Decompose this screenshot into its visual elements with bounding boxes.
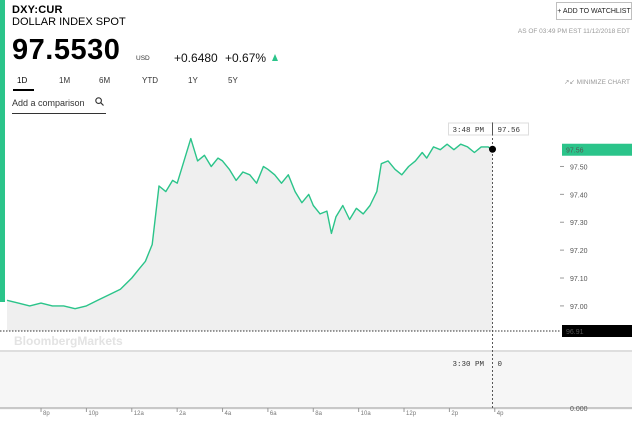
price-area-fill — [7, 138, 493, 331]
price-axis-label: 97.30 — [570, 220, 588, 227]
price-axis-label: 97.10 — [570, 276, 588, 283]
add-to-watchlist-button[interactable]: + ADD TO WATCHLIST — [556, 2, 632, 20]
time-axis-label: 10p — [88, 411, 99, 417]
price-line — [6, 137, 493, 310]
prior-close-label-bg — [562, 325, 632, 337]
time-axis-label: 12a — [134, 411, 145, 417]
time-axis-label: 4a — [225, 411, 232, 417]
volume-panel-background — [0, 352, 632, 410]
ticker-symbol: DXY:CUR — [12, 4, 63, 16]
bloomberg-watermark: BloombergMarkets — [14, 334, 123, 348]
tab-1d[interactable]: 1D — [17, 76, 28, 85]
prior-close-label: 96.91 — [566, 329, 584, 336]
last-price-label-bg — [562, 143, 632, 156]
search-icon[interactable] — [95, 97, 104, 106]
price-axis-label: 97.20 — [570, 248, 588, 255]
time-axis-label: 4p — [497, 411, 504, 417]
currency-label: USD — [136, 55, 150, 62]
crosshair-value: 97.56 — [498, 127, 521, 135]
price-change-percent: +0.67% — [225, 51, 267, 65]
crosshair-time: 3:48 PM — [453, 127, 485, 135]
time-axis-label: 8a — [315, 411, 322, 417]
time-axis-label: 2p — [451, 411, 458, 417]
tab-1m[interactable]: 1M — [59, 76, 71, 85]
time-axis-label: 12p — [406, 411, 417, 417]
active-tab-indicator — [13, 89, 34, 91]
price-chart[interactable]: 96.91 BloombergMarkets 97.50 97.40 97.30 97.2… — [0, 118, 640, 425]
tab-ytd[interactable]: YTD — [142, 76, 158, 85]
volume-cursor-value: 0 — [498, 361, 503, 369]
as-of-timestamp: AS OF 03:49 PM EST 11/12/2018 EDT — [517, 28, 630, 35]
price-axis-label: 97.00 — [570, 304, 588, 311]
up-arrow-icon — [272, 54, 278, 61]
last-price-label: 97.56 — [566, 148, 584, 155]
comparison-input[interactable] — [12, 95, 94, 111]
crosshair-dot — [489, 145, 497, 153]
tab-1y[interactable]: 1Y — [188, 76, 198, 85]
time-axis-label: 6a — [270, 411, 277, 417]
volume-axis-label: 0.000 — [570, 406, 588, 413]
accent-bar — [0, 0, 5, 302]
range-tabs: 1D 1M 6M YTD 1Y 5Y — [0, 76, 260, 90]
volume-cursor-time: 3:30 PM — [453, 361, 485, 369]
tab-5y[interactable]: 5Y — [228, 76, 238, 85]
price-axis-label: 97.50 — [570, 164, 588, 171]
time-axis-label: 2a — [179, 411, 186, 417]
time-axis-label: 8p — [43, 411, 50, 417]
tab-6m[interactable]: 6M — [99, 76, 111, 85]
price-change: +0.6480 — [174, 51, 218, 65]
time-axis-label: 10a — [361, 411, 372, 417]
minimize-icon: ↗↙ — [563, 79, 575, 86]
price-axis-label: 97.40 — [570, 192, 588, 199]
last-price: 97.5530 — [12, 34, 121, 66]
minimize-chart-button[interactable]: ↗↙ MINIMIZE CHART — [564, 78, 630, 86]
security-name: DOLLAR INDEX SPOT — [12, 16, 126, 28]
comparison-field — [12, 94, 106, 114]
minimize-chart-label: MINIMIZE CHART — [576, 79, 630, 86]
crosshair-readout-bg — [448, 122, 530, 136]
